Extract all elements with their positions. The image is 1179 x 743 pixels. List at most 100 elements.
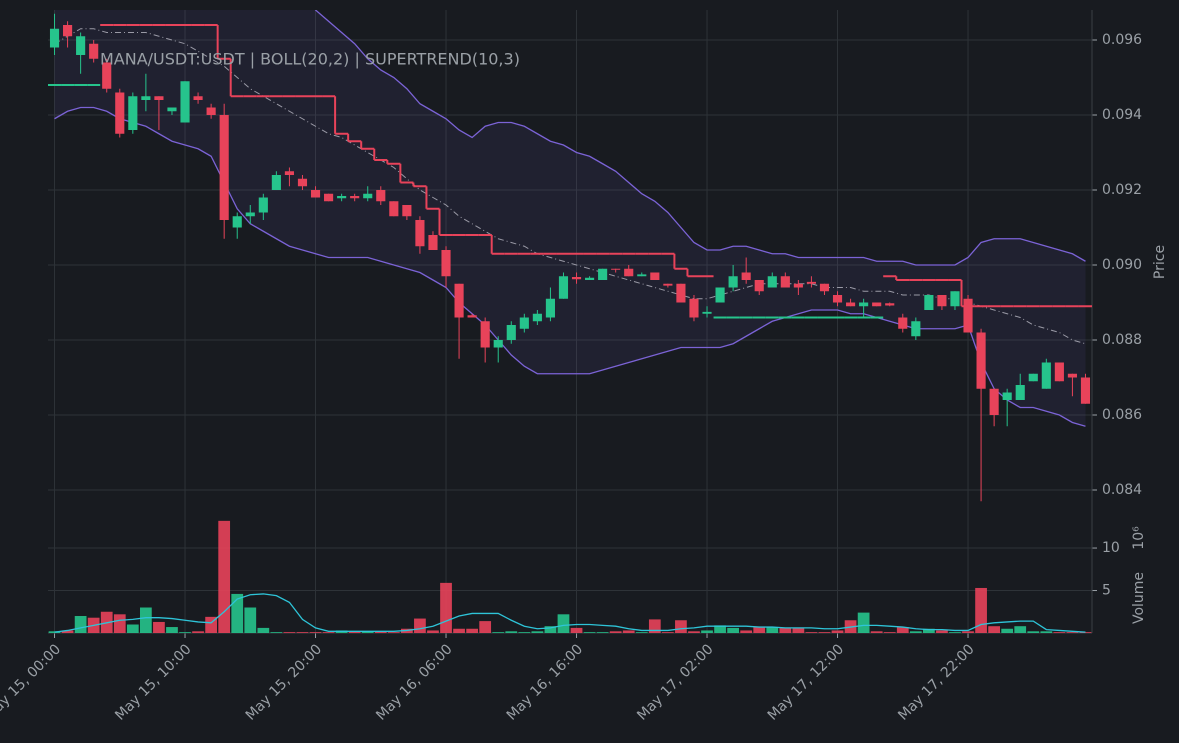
- volume-bar: [635, 632, 648, 633]
- candle-body: [49, 28, 60, 48]
- candle-body: [219, 115, 229, 220]
- volume-bar: [166, 627, 178, 633]
- volume-bar: [1053, 632, 1066, 633]
- volume-bar: [583, 632, 596, 633]
- volume-bar: [923, 628, 935, 633]
- y-tick-label: 0.092: [1102, 182, 1142, 198]
- candle-body: [898, 317, 908, 329]
- volume-bar: [648, 619, 661, 633]
- candle-body: [767, 276, 777, 288]
- volume-bar: [609, 631, 622, 633]
- candle-body: [532, 313, 542, 322]
- y-tick-label: 10: [1102, 540, 1120, 556]
- candle-body: [859, 302, 869, 307]
- candle-body: [102, 62, 112, 89]
- candle-body: [297, 178, 308, 187]
- volume-bar: [831, 630, 844, 633]
- candle-body: [1067, 373, 1077, 378]
- volume-bar: [531, 631, 544, 633]
- volume-bar: [218, 520, 231, 633]
- candle-body: [571, 277, 582, 280]
- candle-body: [585, 277, 595, 280]
- candle-body: [1002, 392, 1012, 400]
- volume-bar: [909, 631, 922, 633]
- volume-bar: [479, 621, 492, 633]
- band-fill: [54, 10, 1086, 427]
- volume-bar: [896, 627, 909, 633]
- candle-body: [232, 216, 242, 228]
- candle-body: [180, 81, 190, 123]
- volume-bar: [192, 631, 204, 633]
- candle-body: [480, 321, 490, 348]
- candle-body: [741, 272, 751, 280]
- volume-bar: [61, 630, 74, 633]
- volume-panel: [48, 520, 1092, 633]
- candle-body: [702, 311, 712, 314]
- candle-body: [637, 274, 647, 277]
- volume-bar: [140, 607, 152, 633]
- candle-body: [154, 96, 164, 100]
- candle-body: [141, 96, 151, 100]
- volume-bar: [753, 627, 766, 633]
- candle-body: [350, 196, 360, 199]
- candle-body: [115, 92, 125, 134]
- volume-bar: [805, 632, 818, 633]
- volume-bar: [988, 626, 1000, 633]
- volume-bar: [179, 632, 191, 633]
- volume-bar: [570, 627, 583, 633]
- volume-bar: [361, 631, 374, 633]
- candle-body: [911, 321, 921, 337]
- volume-bar: [544, 626, 557, 633]
- volume-bar: [714, 625, 726, 633]
- volume-bar: [74, 616, 87, 633]
- candle-body: [715, 287, 725, 303]
- volume-offset-label: 10⁶: [1131, 526, 1147, 550]
- candle-body: [76, 36, 86, 55]
- candle-body: [872, 302, 882, 307]
- candle-body: [1054, 362, 1064, 382]
- candle-body: [89, 43, 99, 59]
- volume-bar: [231, 593, 244, 633]
- volume-ma: [54, 593, 1086, 633]
- candle-body: [1041, 362, 1051, 389]
- bollinger-upper: [314, 10, 1086, 266]
- volume-bar: [870, 631, 883, 633]
- volume-bar: [596, 632, 609, 633]
- y-tick-label: 5: [1102, 583, 1111, 599]
- candle-body: [206, 107, 216, 115]
- candle-body: [310, 190, 321, 198]
- volume-bar: [492, 632, 505, 633]
- candle-body: [428, 235, 438, 250]
- volume-bar: [244, 607, 257, 633]
- candle-body: [819, 283, 830, 292]
- candle-body: [493, 340, 503, 348]
- candle-body: [754, 280, 764, 292]
- candle-body: [676, 283, 686, 303]
- y-tick-label: 0.086: [1102, 407, 1142, 423]
- volume-bar: [662, 632, 674, 633]
- candle-body: [467, 315, 477, 318]
- candle-body: [885, 303, 895, 306]
- candle-body: [415, 220, 425, 247]
- candle-body: [271, 175, 281, 190]
- volume-bar: [949, 632, 961, 633]
- volume-bar: [453, 628, 465, 633]
- volume-bar: [779, 627, 792, 633]
- volume-bar: [740, 630, 753, 633]
- candle-body: [376, 190, 386, 202]
- candle-body: [728, 276, 738, 288]
- volume-bar: [257, 627, 270, 633]
- volume-bar: [270, 632, 283, 633]
- candle-body: [832, 295, 843, 303]
- volume-axis-label: Volume: [1131, 572, 1147, 624]
- candle-body: [976, 332, 986, 389]
- volume-bar: [296, 632, 309, 633]
- volume-bar: [427, 630, 439, 633]
- candle-body: [284, 171, 294, 175]
- volume-bar: [1014, 626, 1027, 633]
- volume-bar: [557, 614, 570, 633]
- candle-body: [1080, 377, 1091, 404]
- y-tick-label: 0.084: [1102, 482, 1142, 498]
- candle-body: [598, 268, 608, 280]
- candle-body: [950, 291, 960, 307]
